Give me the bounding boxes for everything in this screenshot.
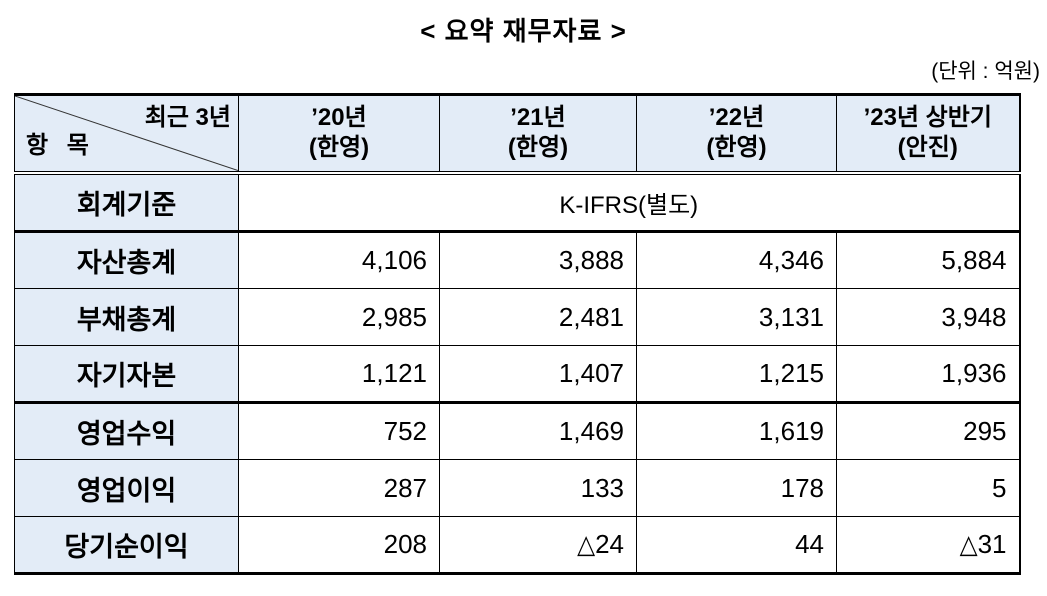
column-year: ’23년 상반기 [863, 103, 992, 131]
cell-total-liabilities-2022: 3,131 [636, 288, 837, 346]
cell-net-income-2023h1: △31 [836, 516, 1020, 574]
cell-total-assets-2022: 4,346 [636, 231, 837, 289]
cell-net-income-2020: 208 [238, 516, 440, 574]
cell-equity-2020: 1,121 [238, 345, 440, 404]
corner-header-cell: 최근 3년 항 목 [14, 94, 239, 175]
unit-note: (단위 : 억원) [931, 60, 1040, 83]
table-row-operating-revenue: 영업수익 752 1,469 1,619 295 [14, 402, 1020, 460]
column-year: ’22년 [708, 103, 765, 131]
table-row-total-assets: 자산총계 4,106 3,888 4,346 5,884 [14, 231, 1020, 289]
corner-label-item: 항 목 [26, 132, 95, 160]
corner-label-recent-3-years: 최근 3년 [144, 104, 231, 131]
table-row-operating-profit: 영업이익 287 133 178 5 [14, 459, 1020, 517]
table-row-net-income: 당기순이익 208 △24 44 △31 [14, 516, 1020, 574]
row-label-operating-revenue: 영업수익 [14, 402, 239, 460]
column-header-2022: ’22년 (한영) [636, 94, 837, 175]
column-year: ’20년 [311, 103, 367, 131]
column-header-2021: ’21년 (한영) [439, 94, 637, 175]
cell-operating-revenue-2022: 1,619 [636, 402, 837, 460]
cell-total-liabilities-2020: 2,985 [238, 288, 440, 346]
column-header-2020: ’20년 (한영) [238, 94, 440, 175]
page-title: < 요약 재무자료 > [420, 16, 627, 46]
cell-total-liabilities-2021: 2,481 [439, 288, 637, 346]
row-label-accounting-standard: 회계기준 [14, 172, 239, 233]
cell-operating-revenue-2021: 1,469 [439, 402, 637, 460]
table-row-equity: 자기자본 1,121 1,407 1,215 1,936 [14, 345, 1020, 404]
column-auditor: (한영) [507, 134, 569, 162]
column-auditor: (한영) [706, 134, 767, 162]
column-header-2023-h1: ’23년 상반기 (안진) [836, 94, 1020, 175]
cell-total-liabilities-2023h1: 3,948 [836, 288, 1020, 346]
cell-equity-2022: 1,215 [636, 345, 837, 404]
cell-total-assets-2023h1: 5,884 [836, 231, 1020, 289]
row-label-operating-profit: 영업이익 [14, 459, 239, 517]
cell-operating-profit-2023h1: 5 [836, 459, 1020, 517]
row-label-net-income: 당기순이익 [14, 516, 239, 574]
column-auditor: (안진) [897, 134, 958, 162]
cell-equity-2021: 1,407 [439, 345, 637, 404]
cell-operating-revenue-2020: 752 [238, 402, 440, 460]
column-year: ’21년 [510, 103, 566, 131]
table-header-row: 최근 3년 항 목 ’20년 (한영) ’21년 (한영) ’22년 (한영) … [14, 94, 1020, 175]
column-auditor: (한영) [308, 134, 370, 162]
cell-operating-profit-2021: 133 [439, 459, 637, 517]
table-row-accounting-standard: 회계기준 K-IFRS(별도) [14, 172, 1020, 233]
cell-total-assets-2020: 4,106 [238, 231, 440, 289]
diagonal-divider-line [15, 96, 238, 171]
cell-equity-2023h1: 1,936 [836, 345, 1020, 404]
table-row-total-liabilities: 부채총계 2,985 2,481 3,131 3,948 [14, 288, 1020, 346]
cell-net-income-2022: 44 [636, 516, 837, 574]
financial-summary-table: 최근 3년 항 목 ’20년 (한영) ’21년 (한영) ’22년 (한영) … [14, 93, 1021, 575]
cell-operating-profit-2020: 287 [238, 459, 440, 517]
cell-operating-profit-2022: 178 [636, 459, 837, 517]
accounting-standard-value: K-IFRS(별도) [238, 172, 1020, 233]
cell-total-assets-2021: 3,888 [439, 231, 637, 289]
cell-operating-revenue-2023h1: 295 [836, 402, 1020, 460]
cell-net-income-2021: △24 [439, 516, 637, 574]
row-label-total-liabilities: 부채총계 [14, 288, 239, 346]
row-label-equity: 자기자본 [14, 345, 239, 404]
row-label-total-assets: 자산총계 [14, 231, 239, 289]
